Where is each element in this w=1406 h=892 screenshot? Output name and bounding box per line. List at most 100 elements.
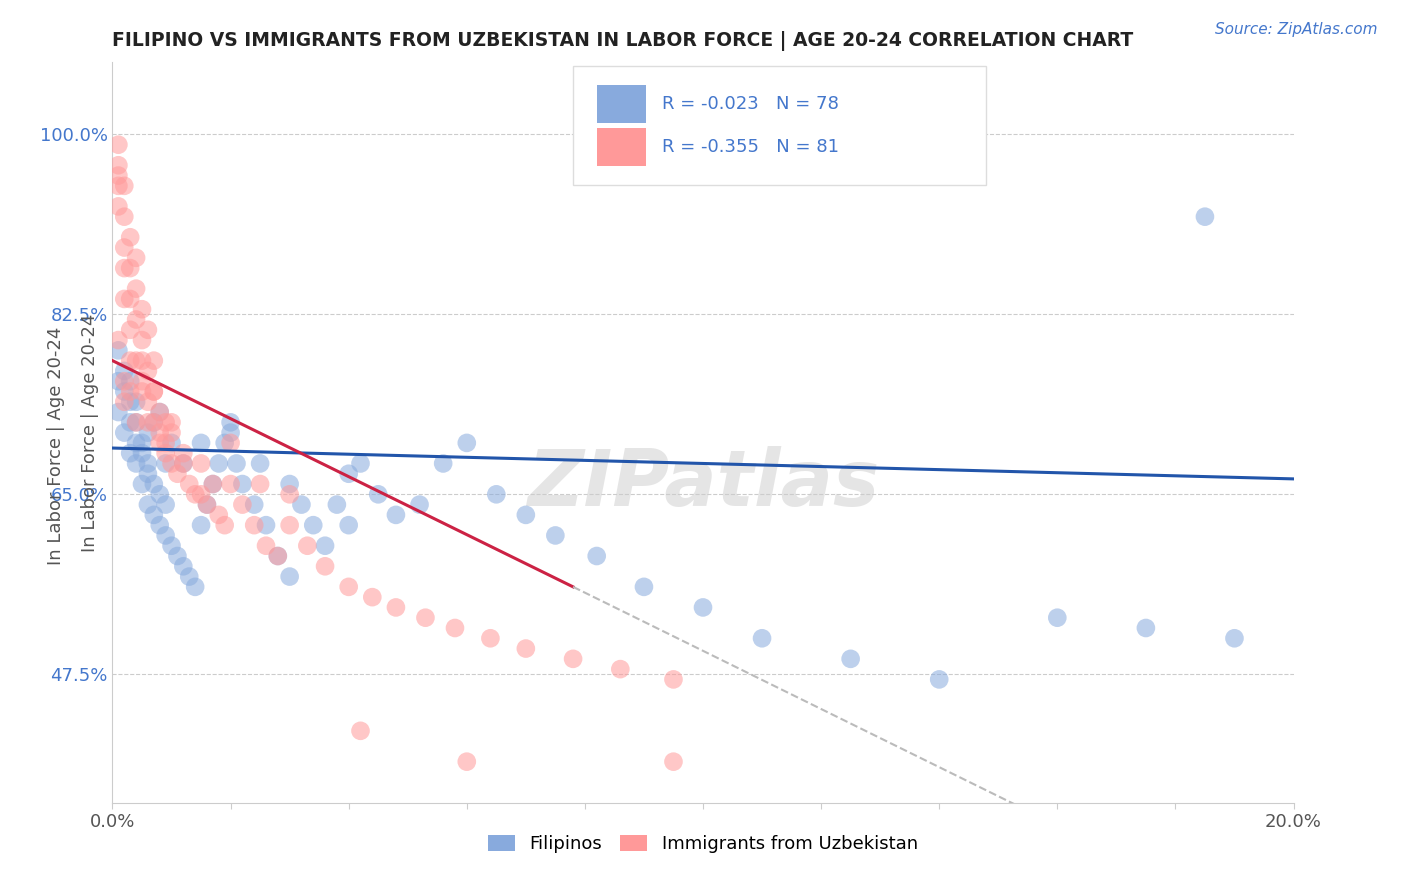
Point [136, 425, 159, 440]
Point [662, 755, 685, 769]
Point [112, 261, 135, 276]
FancyBboxPatch shape [574, 66, 987, 185]
Point [1135, 621, 1157, 635]
Point [172, 457, 194, 471]
Point [131, 374, 153, 388]
Point [160, 539, 183, 553]
Text: R = -0.355   N = 81: R = -0.355 N = 81 [662, 138, 838, 156]
Point [201, 477, 224, 491]
Point [172, 446, 194, 460]
Point [125, 353, 148, 368]
Point [231, 477, 253, 491]
Point [149, 425, 172, 440]
Point [214, 436, 236, 450]
Point [231, 498, 253, 512]
Point [179, 477, 201, 491]
Point [155, 436, 177, 450]
Point [195, 498, 218, 512]
Point [107, 199, 129, 213]
Point [456, 755, 478, 769]
Point [243, 518, 266, 533]
Point [125, 415, 148, 429]
Point [120, 323, 142, 337]
Point [120, 415, 142, 429]
Point [125, 415, 148, 429]
Point [160, 436, 183, 450]
Point [662, 673, 685, 687]
Point [120, 394, 142, 409]
Point [444, 621, 467, 635]
Point [125, 282, 148, 296]
Point [326, 498, 349, 512]
FancyBboxPatch shape [596, 85, 647, 123]
Point [149, 405, 172, 419]
Point [120, 353, 142, 368]
Point [136, 498, 159, 512]
Point [155, 446, 177, 460]
Point [432, 457, 454, 471]
Point [112, 384, 135, 399]
Point [107, 374, 129, 388]
Point [166, 549, 188, 563]
Point [160, 425, 183, 440]
Point [249, 477, 271, 491]
Text: R = -0.023   N = 78: R = -0.023 N = 78 [662, 95, 838, 113]
Point [385, 600, 408, 615]
Point [184, 580, 207, 594]
Point [112, 394, 135, 409]
Point [149, 518, 172, 533]
Point [136, 394, 159, 409]
Point [142, 415, 165, 429]
Point [361, 590, 384, 604]
Point [166, 467, 188, 481]
Point [131, 384, 153, 399]
Point [219, 415, 242, 429]
Point [125, 394, 148, 409]
Point [179, 569, 201, 583]
Point [125, 436, 148, 450]
Point [131, 353, 153, 368]
Point [112, 240, 135, 254]
Point [125, 457, 148, 471]
Point [136, 364, 159, 378]
Point [214, 518, 236, 533]
Point [515, 508, 537, 522]
Point [1046, 610, 1069, 624]
Point [107, 405, 129, 419]
Point [131, 333, 153, 347]
Point [112, 374, 135, 388]
Point [190, 457, 212, 471]
Point [201, 477, 224, 491]
Point [515, 641, 537, 656]
Point [184, 487, 207, 501]
Point [349, 457, 371, 471]
Point [112, 364, 135, 378]
Point [415, 610, 437, 624]
Point [155, 528, 177, 542]
Point [1194, 210, 1216, 224]
Point [254, 539, 277, 553]
Point [290, 498, 312, 512]
Point [112, 292, 135, 306]
Point [125, 312, 148, 326]
Point [136, 457, 159, 471]
Point [120, 261, 142, 276]
Point [112, 210, 135, 224]
Point [278, 477, 301, 491]
Point [485, 487, 508, 501]
Point [219, 477, 242, 491]
Point [142, 384, 165, 399]
Point [195, 498, 218, 512]
Point [155, 415, 177, 429]
Point [585, 549, 607, 563]
Point [267, 549, 290, 563]
Text: In Labor Force | Age 20-24: In Labor Force | Age 20-24 [48, 326, 65, 566]
Point [149, 487, 172, 501]
Point [120, 384, 142, 399]
Point [131, 302, 153, 317]
Point [751, 632, 773, 646]
Point [107, 333, 129, 347]
Point [928, 673, 950, 687]
Point [120, 292, 142, 306]
Legend: Filipinos, Immigrants from Uzbekistan: Filipinos, Immigrants from Uzbekistan [481, 828, 925, 861]
